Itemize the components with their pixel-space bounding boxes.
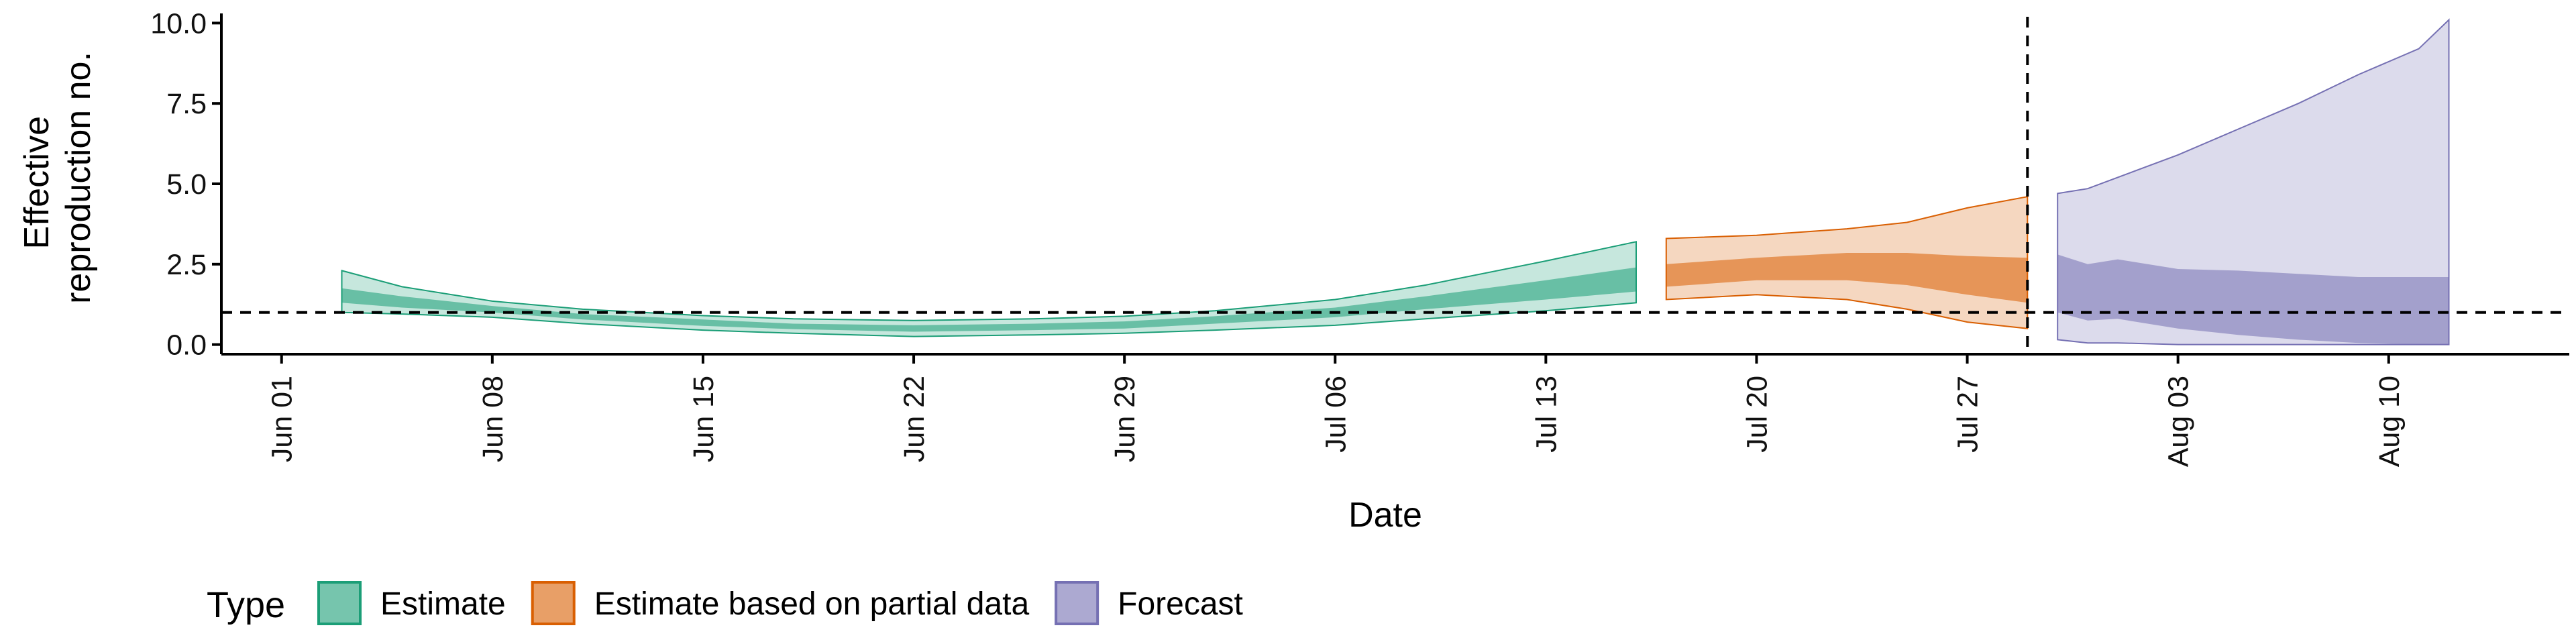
legend-title: Type	[207, 585, 285, 625]
y-tick-label: 7.5	[166, 88, 207, 120]
y-axis-title: Effective reproduction no.	[17, 52, 98, 304]
x-tick-label: Jun 08	[477, 376, 509, 462]
forecast-band-50	[2057, 254, 2449, 345]
x-axis-ticks: Jun 01 Jun 08 Jun 15 Jun 22 Jun 29 Jul 06 Jul …	[266, 354, 2406, 467]
x-tick-label: Jul 13	[1530, 376, 1562, 453]
y-tick-label: 5.0	[166, 168, 207, 201]
legend: Type Estimate Estimate based on partial d…	[207, 581, 1243, 625]
estimate-based-on-partial-data-band-50	[1666, 253, 2028, 303]
forecast-legend-label: Forecast	[1118, 586, 1243, 622]
x-tick-label: Jul 06	[1320, 376, 1352, 453]
y-tick-label: 0.0	[166, 329, 207, 362]
x-tick-label: Aug 03	[2163, 376, 2195, 467]
x-tick-label: Jul 27	[1952, 376, 1984, 453]
estimate-legend-label: Estimate	[380, 586, 506, 622]
x-tick-label: Aug 10	[2373, 376, 2406, 467]
estimate-based-on-partial-data-legend-label: Estimate based on partial data	[594, 586, 1030, 622]
estimate-legend-swatch	[317, 581, 362, 625]
y-tick-label: 10.0	[150, 7, 207, 40]
series-bands	[341, 18, 2450, 345]
y-axis-title-line-2: reproduction no.	[59, 52, 98, 304]
forecast-legend-swatch	[1055, 581, 1099, 625]
x-tick-label: Jun 15	[688, 376, 720, 462]
estimate-based-on-partial-data-legend-swatch	[531, 581, 576, 625]
x-tick-label: Jul 20	[1741, 376, 1773, 453]
estimate-band-90	[341, 241, 1637, 337]
estimate-band-50	[341, 267, 1636, 332]
x-axis-title: Date	[1348, 496, 1422, 535]
y-axis-title-line-1: Effective	[17, 116, 56, 249]
x-tick-label: Jun 29	[1109, 376, 1141, 462]
y-axis-ticks: 0.0 2.5 5.0 7.5 10.0	[150, 7, 221, 362]
x-tick-label: Jun 22	[898, 376, 930, 462]
y-tick-label: 2.5	[166, 249, 207, 281]
x-tick-label: Jun 01	[266, 376, 299, 462]
